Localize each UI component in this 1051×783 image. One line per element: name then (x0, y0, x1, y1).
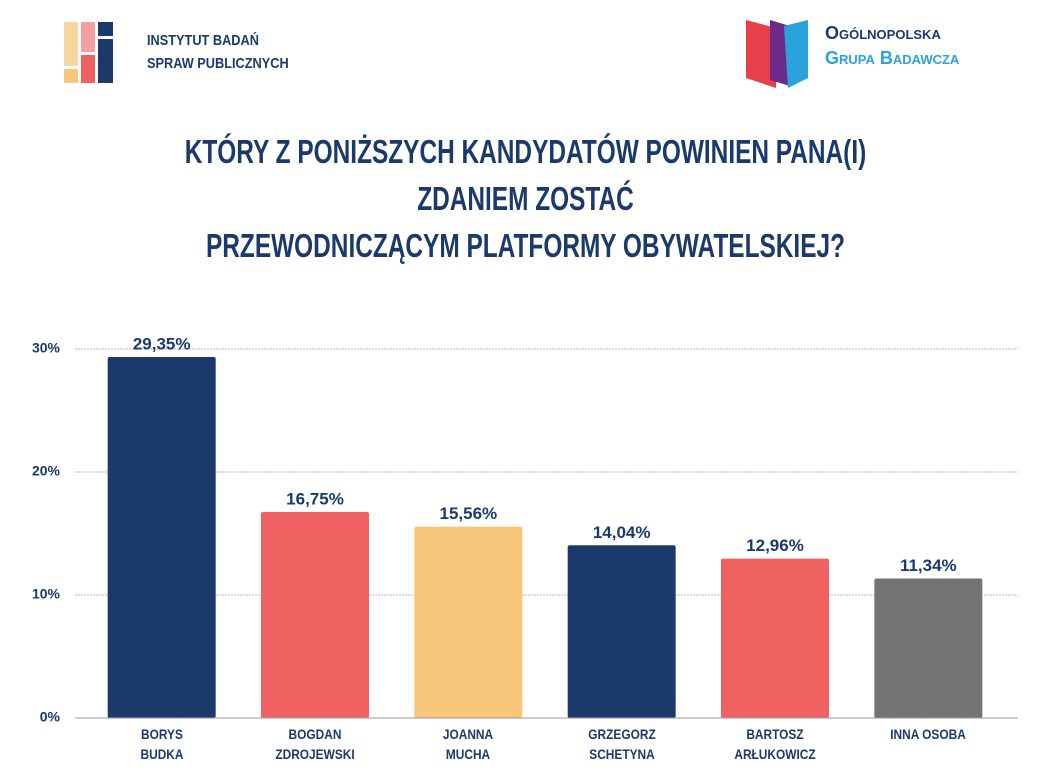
value-label: 16,75% (286, 489, 344, 508)
bar (261, 511, 369, 718)
institute-name: INSTYTUT BADAŃ (147, 32, 259, 49)
right-logo (746, 20, 808, 88)
bar (107, 356, 216, 718)
institute-name: SPRAW PUBLICZNYCH (147, 55, 289, 72)
y-tick-label: 30% (32, 340, 61, 356)
value-label: 14,04% (593, 523, 651, 542)
x-tick-label: JOANNA MUCHA (443, 726, 494, 762)
value-label: 15,56% (439, 504, 497, 523)
group-name: Ogólnopolska (825, 23, 941, 43)
left-logo (64, 22, 113, 83)
group-name: Grupa Badawcza (825, 48, 960, 68)
value-label: 29,35% (133, 334, 191, 353)
value-label: 11,34% (900, 556, 957, 575)
y-tick-label: 20% (32, 463, 61, 479)
x-tick-label: BARTOSZ ARŁUKOWICZ (734, 726, 816, 762)
x-tick-label: GRZEGORZ SCHETYNA (587, 726, 656, 762)
x-tick-label: BORYS BUDKA (140, 726, 184, 762)
x-tick-label: INNA OSOBA (890, 726, 967, 742)
chart-title: KTÓRY Z PONIŻSZYCH KANDYDATÓW POWINIEN P… (184, 133, 867, 264)
y-tick-label: 0% (40, 709, 61, 725)
bar (874, 578, 983, 718)
bar (721, 558, 829, 718)
y-tick-label: 10% (32, 586, 61, 602)
value-label: 12,96% (746, 536, 804, 555)
bar (567, 545, 676, 718)
bar (414, 526, 523, 718)
x-tick-label: BOGDAN ZDROJEWSKI (275, 726, 355, 762)
